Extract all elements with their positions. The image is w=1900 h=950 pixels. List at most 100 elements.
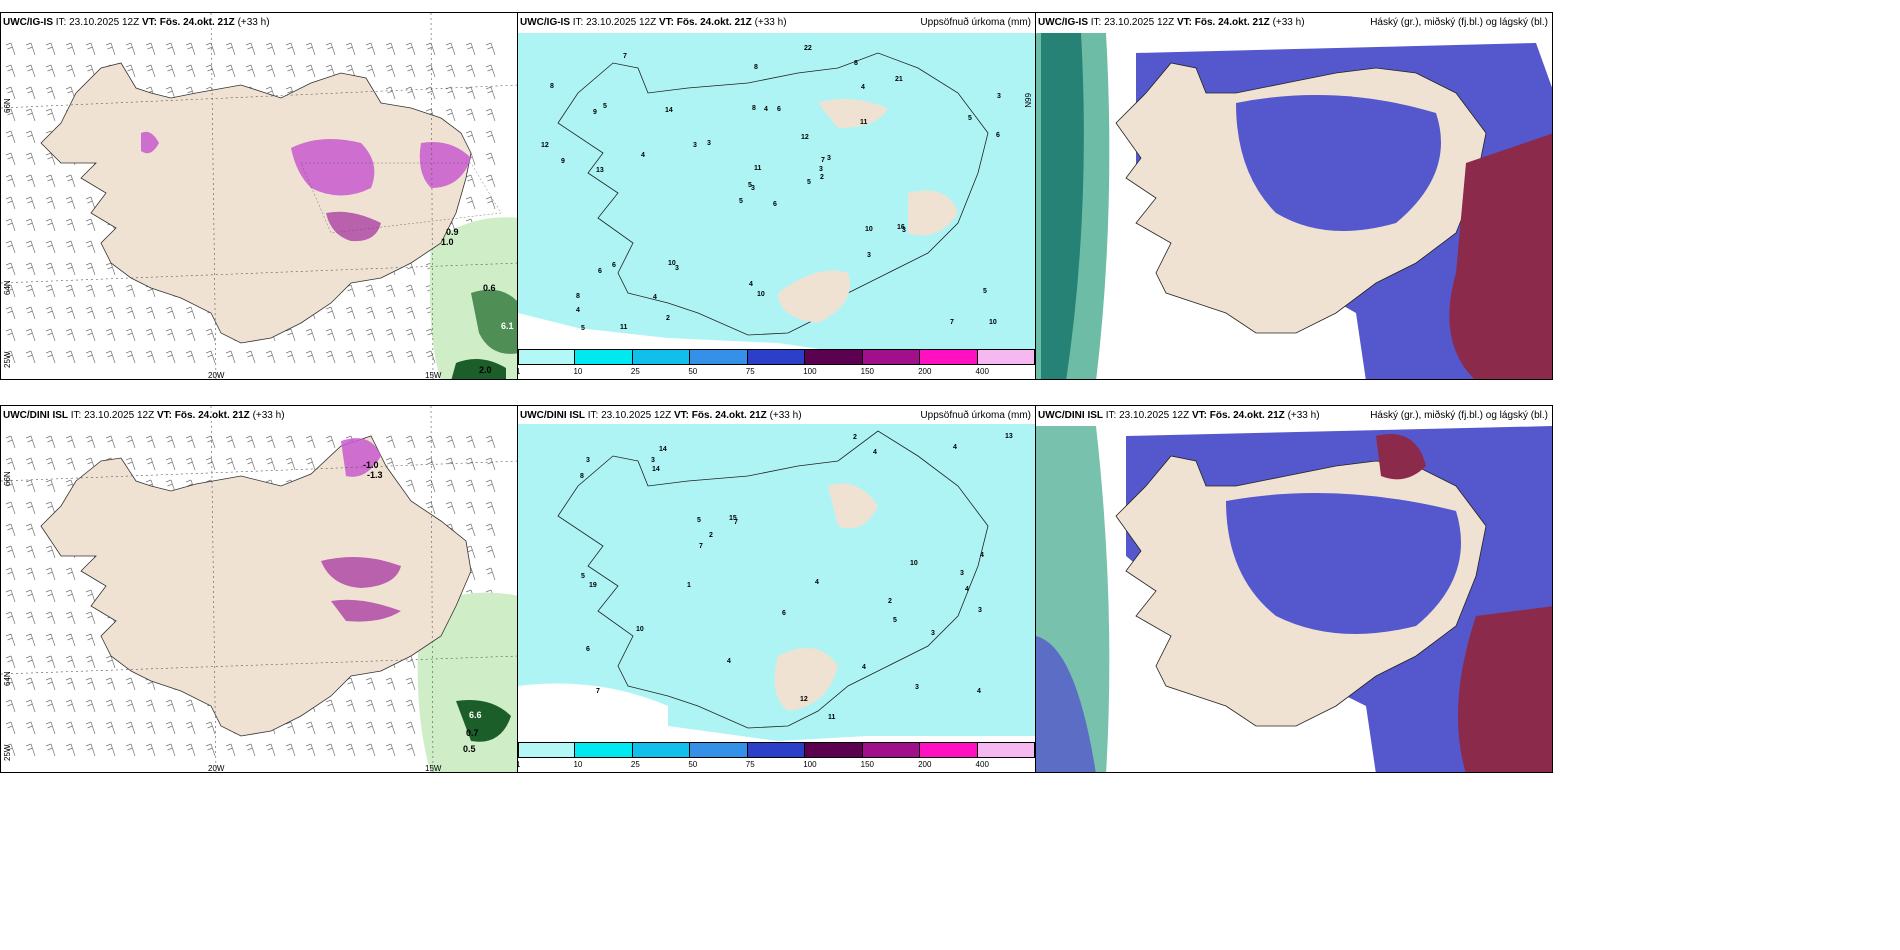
dry-area-2 [828, 483, 878, 529]
wind-barb [345, 328, 356, 342]
wind-barb [285, 743, 296, 757]
wind-barb [5, 350, 16, 364]
precip-numbers: 2471473645118534446415101347323519141012… [580, 433, 1013, 721]
wind-barb [345, 743, 356, 757]
wind-barb [125, 677, 136, 691]
wind-barb [125, 743, 136, 757]
wind-barb [185, 42, 196, 56]
snow-area-3 [419, 142, 471, 188]
precip-value: 5 [581, 573, 585, 580]
wind-barb [465, 174, 476, 188]
map-wind-ig: 0.9 1.0 0.6 6.1 2.0 [1, 13, 517, 379]
snow-area-2 [326, 211, 381, 242]
precip-value: 4 [641, 152, 645, 159]
precip-value: 6 [598, 268, 602, 275]
panel-wind-ig: 0.9 1.0 0.6 6.1 2.0 UWC/IG-IS IT: 23.10.… [0, 12, 518, 380]
wind-barb [25, 655, 36, 669]
precip-value: 3 [978, 607, 982, 614]
snow-area-2 [341, 438, 381, 477]
wind-barb [365, 328, 376, 342]
wind-barb [445, 457, 456, 471]
lat-66-line [1, 460, 517, 482]
wind-barb [305, 435, 316, 449]
wind-barb [5, 108, 16, 122]
wind-barb [65, 567, 76, 581]
wind-barb [165, 699, 176, 713]
precip-value: 3 [707, 140, 711, 147]
wind-barb [25, 86, 36, 100]
wind-barb [25, 152, 36, 166]
precip-value: 7 [596, 688, 600, 695]
wind-barb [445, 501, 456, 515]
wind-barb [105, 42, 116, 56]
wind-barb [165, 306, 176, 320]
wind-barb [145, 350, 156, 364]
wind-barb [485, 435, 496, 449]
panel-header: UWC/IG-IS IT: 23.10.2025 12Z VT: Fös. 24… [520, 17, 787, 28]
wind-barb [5, 479, 16, 493]
wind-barb [345, 721, 356, 735]
wind-barb [405, 42, 416, 56]
wind-barb [25, 174, 36, 188]
wind-barb [45, 350, 56, 364]
wind-barb [485, 523, 496, 537]
precip-value: 10 [757, 291, 765, 298]
wind-barb [305, 350, 316, 364]
precip-value: 13 [1005, 433, 1013, 440]
wind-barb [465, 130, 476, 144]
precip-value: 12 [801, 134, 809, 141]
wind-barb [25, 523, 36, 537]
wind-barb [105, 699, 116, 713]
iceland-land [40, 435, 472, 737]
precip-value: 6 [996, 132, 1000, 139]
sea-precip-darker [451, 359, 506, 379]
wind-barb [145, 743, 156, 757]
wind-barb [305, 64, 316, 78]
lat-64-line [1, 262, 517, 284]
wind-barb [5, 435, 16, 449]
wind-barb [25, 42, 36, 56]
precip-value: 4 [576, 307, 580, 314]
mid-cloud-land [1226, 493, 1461, 634]
wind-barb [25, 633, 36, 647]
wind-barb [105, 306, 116, 320]
wind-barb [305, 328, 316, 342]
precip-value: 4 [727, 658, 731, 665]
wind-barb [45, 479, 56, 493]
wind-barb [485, 152, 496, 166]
precip-value: 5 [748, 182, 752, 189]
precip-value: 4 [862, 664, 866, 671]
wind-barb [385, 306, 396, 320]
wind-barb [225, 435, 236, 449]
wind-barb [405, 86, 416, 100]
snow-area-3 [331, 599, 401, 622]
wind-barb [125, 306, 136, 320]
wind-barb [405, 306, 416, 320]
wind-barb [65, 677, 76, 691]
wind-barb [205, 435, 216, 449]
precip-value: 4 [977, 688, 981, 695]
wind-barb [105, 721, 116, 735]
wind-barb [5, 699, 16, 713]
wind-barb [225, 350, 236, 364]
wind-barb [405, 721, 416, 735]
wind-barb [5, 196, 16, 210]
wind-barb [325, 42, 336, 56]
legend-label: 50 [688, 367, 698, 376]
wind-barb [5, 174, 16, 188]
panel-precip-dini: 2 4 7 14 7 3 6 4 5 11 8 5 3 4 4 4 6 4 15 10 13 4 7 3 2 3 5 19 14 10 12… [517, 405, 1036, 773]
panel-title: Uppsöfnuð úrkoma (mm) [920, 17, 1031, 28]
wind-barb [305, 457, 316, 471]
panel-header: UWC/DINI ISL IT: 23.10.2025 12Z VT: Fös.… [3, 410, 285, 421]
wind-barb [225, 743, 236, 757]
wind-barb [365, 743, 376, 757]
wind-barb [5, 743, 16, 757]
wind-barb [445, 108, 456, 122]
wind-barb [5, 42, 16, 56]
lat-label: 66N [3, 471, 12, 486]
wind-barb [5, 523, 16, 537]
wind-barb [65, 611, 76, 625]
wind-barb [85, 262, 96, 276]
wind-barb [5, 677, 16, 691]
precip-value: 14 [659, 446, 667, 453]
